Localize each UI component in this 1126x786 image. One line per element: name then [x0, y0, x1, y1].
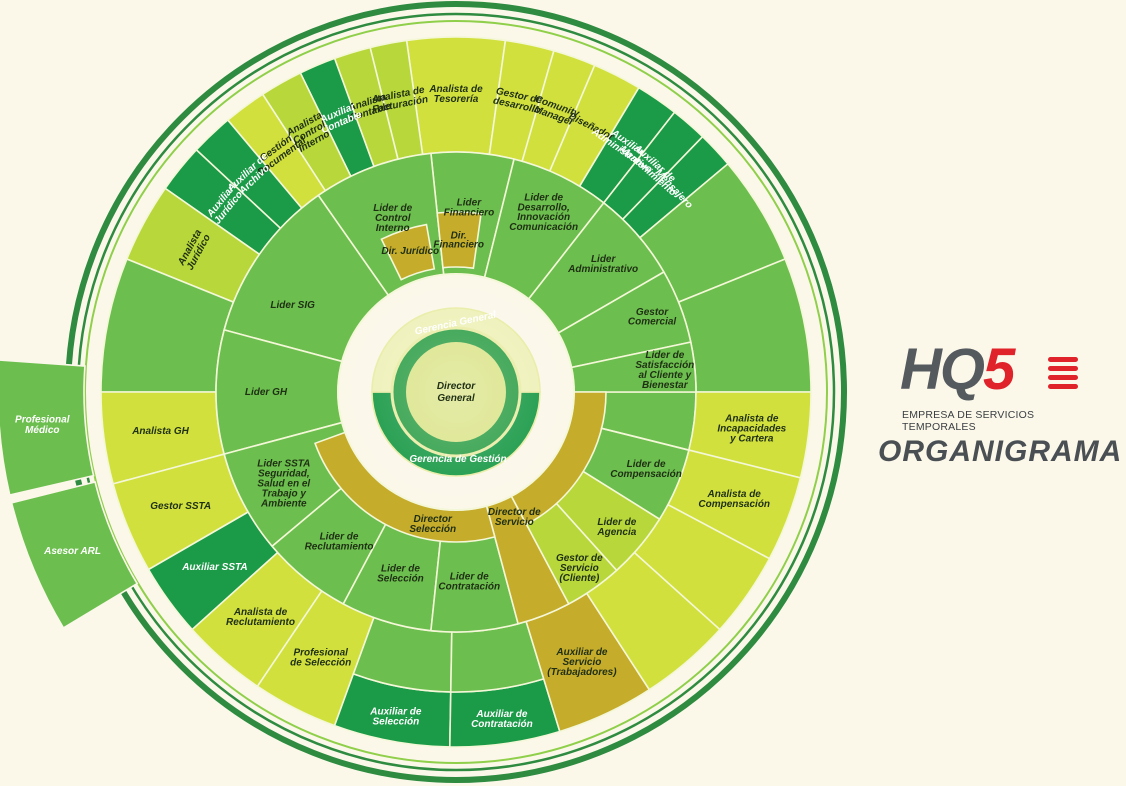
units-5-label: Lider de Satisfacción al Cliente y Bienesta… [635, 350, 694, 391]
logo-letters: HQ [900, 337, 985, 402]
dir-financiero-wedge [436, 211, 482, 270]
external-tab-asesor-arl [10, 481, 139, 629]
auxiliar-servicio-label: Auxiliar de Servicio (Trabajadores) [547, 647, 617, 678]
gestor-ssta-label: Gestor SSTA [150, 501, 211, 512]
units-9-label: Lider de Reclutamiento [305, 532, 374, 553]
dir-financiero-label: Dir. Financiero [433, 230, 484, 250]
units-2-label: Lider de Desarrollo, Innovación Comunicació… [509, 192, 578, 233]
profesional-medico-label: Profesional Médico [15, 414, 70, 436]
page-title: ORGANIGRAMA [878, 435, 1123, 468]
units-0-label: Lider Financiero [444, 197, 495, 218]
external-tab-profesional-medico [0, 359, 95, 496]
dir-juridico-wedge [380, 223, 436, 281]
analista-tesoreria-label: Analista de Tesorería [428, 84, 483, 105]
units-1-label: Lider de Control Interno [373, 203, 412, 234]
director-servicio-label: Director de Servicio [488, 507, 541, 528]
units-14-label: Gestor de Servicio (Cliente) [556, 553, 603, 584]
auxiliar-contratacion-label: Auxiliar de Contratación [471, 709, 533, 730]
spacer [600, 427, 690, 452]
logo-number: 5 [983, 337, 1015, 402]
analista-reclutamiento-label: Analista de Reclutamiento [226, 607, 295, 628]
logo-speed-lines-icon [1048, 357, 1078, 393]
outer-ring-light [84, 20, 828, 764]
logo-wordmark: HQ5 [900, 335, 1015, 405]
analista-incapacidades-label: Analista de Incapacidades y Cartera [717, 413, 786, 444]
units-13-label: Lider de Agencia [596, 517, 636, 538]
units-8-label: Lider SSTA Seguridad, Salud en el Trabajo y… [257, 459, 310, 510]
analista-compensacion-label: Analista de Compensación [698, 489, 770, 510]
units-3-label: Lider Administrativo [567, 254, 638, 275]
director-general-label: Director General [437, 381, 476, 404]
company-subtitle: EMPRESA DE SERVICIOS TEMPORALES [902, 409, 1035, 433]
auxiliar-seleccion-label: Auxiliar de Selección [369, 706, 422, 727]
brand-block: HQ5 EMPRESA DE SERVICIOS TEMPORALES ORGA… [870, 335, 1123, 469]
units-12-label: Lider de Compensación [610, 459, 682, 480]
asesor-arl-label: Asesor ARL [43, 546, 101, 557]
units-11-label: Lider de Contratación [438, 572, 500, 593]
units-6-label: Lider SIG [270, 300, 315, 311]
profesional-seleccion-label: Profesional de Selección [290, 648, 351, 669]
units-7-label: Lider GH [245, 387, 288, 398]
units-10-label: Lider de Selección [377, 564, 424, 585]
units-4-label: Gestor Comercial [628, 307, 677, 328]
gerencia-gestion-label: Gerencia de Gestión [409, 454, 506, 465]
dir-juridico-label: Dir. Jurídico [381, 246, 439, 257]
hq5-logo: HQ5 [870, 335, 1110, 405]
auxiliar-ssta-label: Auxiliar SSTA [181, 562, 247, 573]
analista-gh-label: Analista GH [131, 426, 189, 437]
center-glow [338, 274, 574, 510]
director-seleccion-label: Director Selección [409, 514, 456, 535]
